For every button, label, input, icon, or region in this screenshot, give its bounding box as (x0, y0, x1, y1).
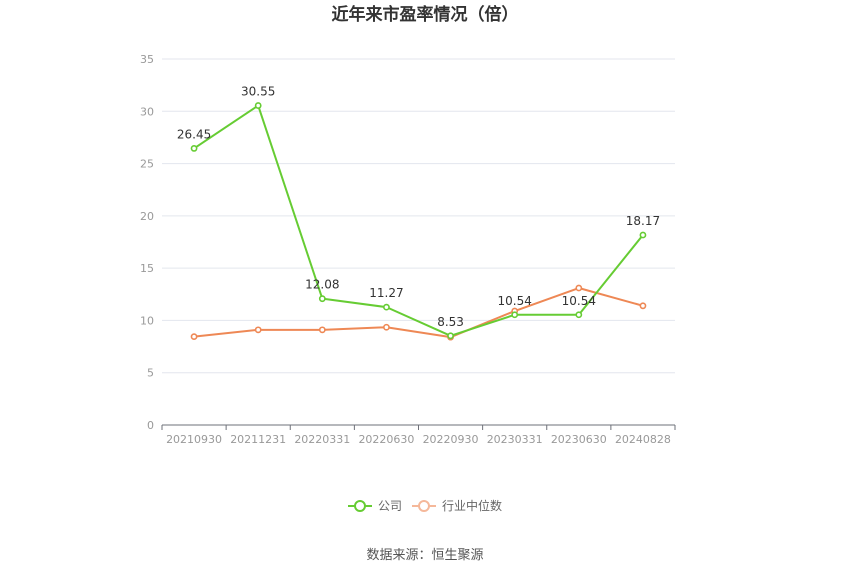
x-tick-label: 20230630 (551, 433, 607, 446)
legend-label-0: 公司 (378, 499, 402, 513)
y-tick-label: 10 (140, 314, 154, 327)
x-axis: 20210930 20211231 20220331 20220630 20220930… (161, 424, 676, 446)
series-layer (190, 102, 647, 341)
x-tick-label: 20240828 (615, 433, 671, 446)
y-tick-label: 5 (147, 367, 154, 380)
data-point (639, 302, 647, 310)
data-point (639, 231, 647, 239)
data-point (511, 311, 519, 319)
y-tick-label: 0 (147, 419, 154, 432)
data-label: 26.45 (177, 127, 211, 141)
x-tick-label: 20220331 (294, 433, 350, 446)
y-tick-label: 25 (140, 158, 154, 171)
legend-marker-1 (418, 500, 430, 512)
y-tick-label: 30 (140, 105, 154, 118)
data-point (318, 295, 326, 303)
data-label: 18.17 (626, 214, 660, 228)
y-tick-label: 20 (140, 210, 154, 223)
data-point (190, 145, 198, 152)
y-tick-label: 15 (140, 262, 154, 275)
legend: 公司 行业中位数 (348, 498, 502, 513)
x-tick-label: 20220630 (358, 433, 414, 446)
data-labels: 26.45 30.55 12.08 11.27 8.53 10.54 10.54 18.17 (177, 85, 660, 329)
data-point (575, 284, 583, 292)
data-point (318, 326, 326, 334)
data-point (575, 311, 583, 319)
y-axis-ticks: 0 5 10 15 20 25 30 35 (140, 53, 154, 432)
data-source: 数据来源：恒生聚源 (366, 548, 483, 563)
data-point (447, 332, 454, 340)
series-line-1 (193, 287, 644, 339)
data-point (383, 323, 390, 331)
x-tick-label: 20210930 (166, 433, 222, 446)
data-point (190, 333, 198, 341)
data-label: 10.54 (562, 294, 596, 308)
x-tick-label: 20230331 (487, 433, 543, 446)
data-label: 12.08 (305, 278, 339, 292)
series-line-0 (193, 104, 644, 337)
grid-lines (162, 58, 675, 374)
x-tick-label: 20211231 (230, 433, 286, 446)
x-tick-label: 20220930 (423, 433, 479, 446)
data-label: 8.53 (437, 315, 464, 329)
data-point (383, 303, 390, 311)
data-label: 10.54 (498, 294, 532, 308)
legend-label-1: 行业中位数 (442, 498, 502, 513)
data-label: 11.27 (369, 286, 403, 300)
data-point (254, 102, 262, 109)
data-label: 30.55 (241, 85, 275, 99)
legend-marker-0 (354, 500, 366, 512)
chart-title: 近年来市盈率情况（倍） (332, 4, 519, 25)
y-tick-label: 35 (140, 53, 154, 66)
data-point (254, 326, 262, 334)
